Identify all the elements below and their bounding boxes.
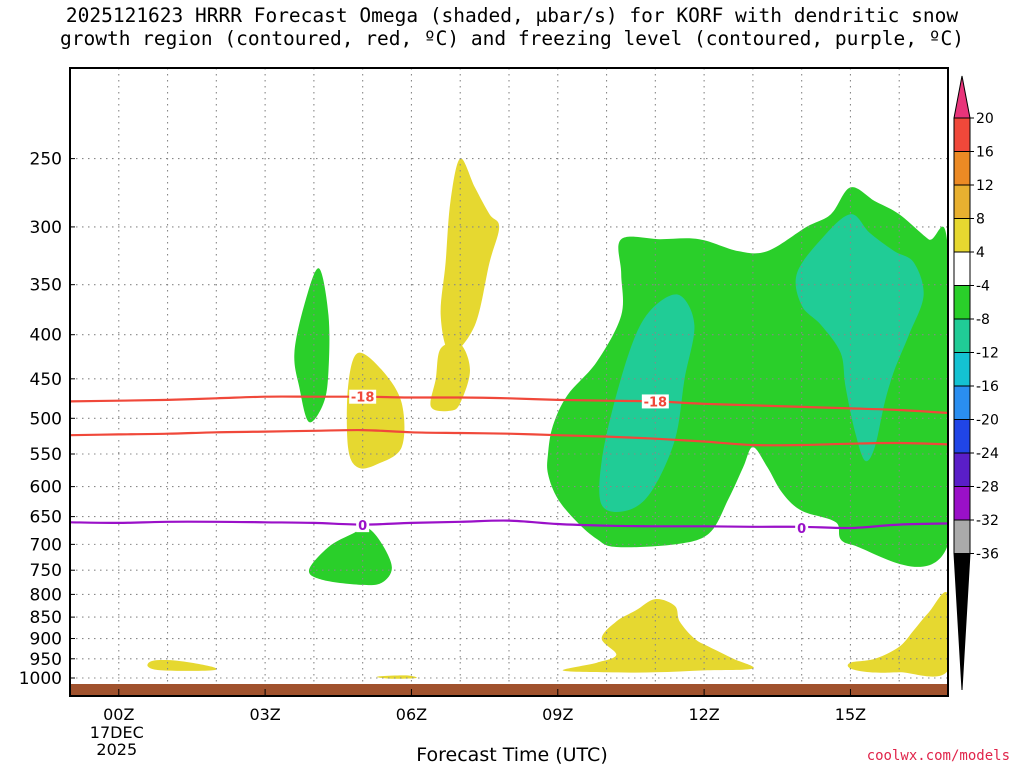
title-line-1: 2025121623 HRRR Forecast Omega (shaded, … bbox=[65, 4, 959, 27]
colorbar-cell-1 bbox=[953, 117, 971, 152]
omega-region-0 bbox=[440, 158, 500, 354]
contour-label-0: -18 bbox=[351, 391, 375, 406]
omega-region-6 bbox=[847, 592, 948, 677]
x-tick-sub-1: 2025 bbox=[96, 740, 137, 759]
plot-frame bbox=[69, 67, 949, 697]
contour-label-2: 0 bbox=[358, 519, 367, 534]
y-tick-450: 450 bbox=[30, 370, 62, 390]
contour-label-bg-0 bbox=[349, 389, 377, 404]
colorbar-label-11: -28 bbox=[976, 480, 999, 496]
y-tick-500: 500 bbox=[30, 409, 62, 429]
y-axis: 2503003504004505005506006507007508008509… bbox=[19, 150, 75, 689]
omega-region-5 bbox=[562, 598, 754, 673]
contour-label-bg-3 bbox=[795, 520, 809, 535]
contour-label-1: -18 bbox=[644, 395, 668, 410]
y-tick-750: 750 bbox=[30, 561, 62, 581]
colorbar-label-9: -20 bbox=[976, 413, 999, 429]
y-tick-600: 600 bbox=[30, 478, 62, 498]
x-axis-title: Forecast Time (UTC) bbox=[416, 744, 608, 766]
x-tick-00Z: 00Z bbox=[103, 705, 134, 724]
contour-label-bg-1 bbox=[641, 394, 669, 409]
y-tick-400: 400 bbox=[30, 326, 62, 346]
contour-line-0 bbox=[70, 395, 948, 415]
y-tick-1000: 1000 bbox=[19, 669, 62, 689]
colorbar-cell-13 bbox=[953, 519, 971, 554]
colorbar-cell-11 bbox=[953, 452, 971, 487]
omega-region-11 bbox=[795, 214, 924, 462]
colorbar-bottom-arrow bbox=[953, 553, 971, 691]
omega-region-2 bbox=[346, 352, 405, 469]
colorbar-top-arrow bbox=[953, 75, 971, 119]
colorbar-cell-3 bbox=[953, 184, 971, 219]
colorbar-label-13: -36 bbox=[976, 547, 999, 563]
colorbar: 20 16 12 8 4 -4 -8 -12 -16 -20 -24 -28 -32 -36 bbox=[953, 75, 999, 691]
colorbar-label-5: -4 bbox=[976, 279, 990, 295]
y-tick-700: 700 bbox=[30, 535, 62, 555]
colorbar-cell-8 bbox=[953, 352, 971, 387]
y-tick-350: 350 bbox=[30, 276, 62, 296]
colorbar-cell-6 bbox=[953, 285, 971, 320]
colorbar-label-7: -12 bbox=[976, 346, 999, 362]
colorbar-label-4: 4 bbox=[976, 245, 985, 261]
colorbar-cell-2 bbox=[953, 151, 971, 186]
chart-grid bbox=[70, 68, 948, 696]
x-tick-03Z: 03Z bbox=[249, 705, 280, 724]
contour-label-bg-2 bbox=[356, 518, 370, 533]
colorbar-label-10: -24 bbox=[976, 446, 999, 462]
title-line-2: growth region (contoured, red, ºC) and f… bbox=[60, 27, 964, 50]
contour-line-1 bbox=[70, 428, 948, 447]
colorbar-cell-10 bbox=[953, 419, 971, 454]
x-tick-sub-0: 17DEC bbox=[90, 723, 144, 742]
y-tick-650: 650 bbox=[30, 508, 62, 528]
colorbar-cell-7 bbox=[953, 318, 971, 353]
ground-band bbox=[71, 684, 947, 695]
colorbar-cell-9 bbox=[953, 385, 971, 420]
plot-frame-rect bbox=[69, 67, 949, 697]
colorbar-cell-5 bbox=[953, 251, 971, 286]
x-tick-12Z: 12Z bbox=[688, 705, 719, 724]
y-tick-550: 550 bbox=[30, 445, 62, 465]
site-credit: coolwx.com/models bbox=[866, 748, 1010, 764]
omega-region-7 bbox=[294, 268, 330, 423]
omega-region-3 bbox=[147, 660, 217, 671]
colorbar-label-8: -16 bbox=[976, 379, 999, 395]
y-tick-800: 800 bbox=[30, 585, 62, 605]
omega-region-8 bbox=[308, 527, 392, 586]
omega-region-1 bbox=[430, 342, 470, 412]
colorbar-label-2: 12 bbox=[976, 178, 994, 194]
y-tick-950: 950 bbox=[30, 650, 62, 670]
colorbar-label-0: 20 bbox=[976, 111, 994, 127]
x-tick-09Z: 09Z bbox=[542, 705, 573, 724]
colorbar-label-6: -8 bbox=[976, 312, 990, 328]
contour-label-3: 0 bbox=[797, 522, 806, 537]
colorbar-cell-4 bbox=[953, 218, 971, 253]
colorbar-label-1: 16 bbox=[976, 145, 994, 161]
y-tick-300: 300 bbox=[30, 218, 62, 238]
y-tick-900: 900 bbox=[30, 630, 62, 650]
ground-layer bbox=[71, 684, 947, 695]
contour-lines: -18 -18 0 0 bbox=[70, 389, 948, 537]
x-tick-15Z: 15Z bbox=[835, 705, 866, 724]
y-tick-850: 850 bbox=[30, 608, 62, 628]
colorbar-label-3: 8 bbox=[976, 212, 985, 228]
y-tick-250: 250 bbox=[30, 150, 62, 170]
colorbar-cell-12 bbox=[953, 486, 971, 521]
colorbar-label-12: -32 bbox=[976, 513, 999, 529]
x-tick-06Z: 06Z bbox=[396, 705, 427, 724]
